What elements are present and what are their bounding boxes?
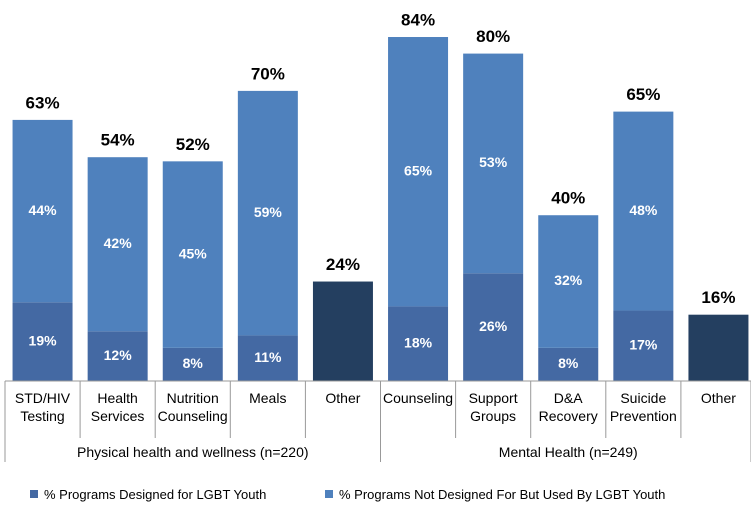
x-tick-label: Other (700, 390, 736, 406)
bar-segment (237, 90, 298, 336)
x-tick-label: Counseling (382, 390, 454, 406)
value-label: 42% (104, 235, 133, 251)
legend-label: % Programs Designed for LGBT Youth (44, 487, 267, 502)
total-label: 24% (326, 255, 360, 274)
legend-label: % Programs Not Designed For But Used By … (339, 487, 666, 502)
value-label: 48% (629, 202, 658, 218)
total-label: 84% (401, 10, 435, 29)
bar-segment (12, 302, 73, 381)
value-label: 44% (29, 202, 58, 218)
value-label: 12% (104, 347, 133, 363)
bar (312, 281, 373, 381)
x-tick-label: STD/HIV Testing (14, 390, 71, 424)
x-tick-label: Support Groups (468, 390, 518, 424)
bar-segment (463, 53, 524, 274)
value-label: 17% (629, 336, 658, 352)
total-label: 65% (626, 85, 660, 104)
legend-swatch (325, 490, 333, 498)
total-label: 40% (551, 189, 585, 208)
legend-swatch (30, 490, 38, 498)
total-label: 52% (176, 135, 210, 154)
bar-segment (87, 331, 148, 381)
value-label: 11% (254, 349, 282, 365)
x-tick-label: Suicide Prevention (609, 390, 677, 424)
x-tick-label: Other (325, 390, 361, 406)
bar-segment (237, 335, 298, 381)
value-label: 8% (558, 355, 579, 371)
total-label: 63% (26, 93, 60, 112)
bar-segment (12, 119, 73, 303)
bar-segment (162, 161, 223, 348)
bar-segment (388, 37, 449, 307)
group-label: Physical health and wellness (n=220) (76, 444, 309, 460)
value-label: 8% (183, 355, 204, 371)
x-tick-label: Meals (249, 390, 287, 406)
value-label: 53% (479, 154, 508, 170)
bar (688, 314, 749, 381)
value-label: 59% (254, 204, 283, 220)
value-label: 26% (479, 318, 508, 334)
bar-segment (538, 347, 599, 381)
total-label: 16% (701, 288, 735, 307)
bar-segment (388, 306, 449, 381)
x-tick-label: Nutrition Counseling (157, 390, 228, 424)
bar-segment (162, 347, 223, 381)
x-tick-label: D&A Recovery (538, 390, 598, 424)
bar-segment (463, 273, 524, 381)
total-label: 70% (251, 64, 285, 83)
x-tick-label: Health Services (90, 390, 145, 424)
value-label: 19% (29, 332, 58, 348)
total-label: 80% (476, 27, 510, 46)
bar-segment (613, 111, 674, 311)
legend-item: % Programs Not Designed For But Used By … (325, 487, 665, 502)
value-label: 18% (404, 334, 433, 350)
bar-segment (87, 157, 148, 332)
value-label: 65% (404, 162, 433, 178)
value-label: 45% (179, 245, 208, 261)
group-label: Mental Health (n=249) (498, 444, 638, 460)
total-label: 54% (101, 131, 135, 150)
bar-segment (613, 310, 674, 381)
legend-item: % Programs Designed for LGBT Youth (30, 487, 266, 502)
value-label: 32% (554, 272, 583, 288)
bar-segment (538, 215, 599, 348)
